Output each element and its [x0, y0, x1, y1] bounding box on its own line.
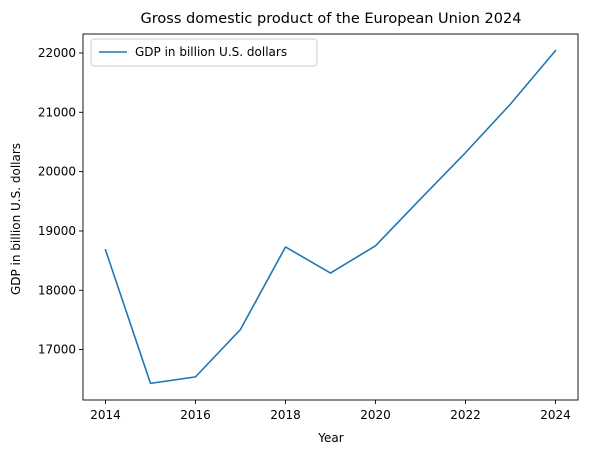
x-tick-label: 2020: [360, 408, 391, 422]
x-tick-label: 2014: [90, 408, 121, 422]
y-tick-label: 19000: [38, 224, 76, 238]
y-tick-label: 22000: [38, 46, 76, 60]
legend-box: [90, 38, 318, 67]
x-tick-label: 2022: [450, 408, 481, 422]
y-tick-label: 20000: [38, 165, 76, 179]
legend: GDP in billion U.S. dollars: [90, 38, 318, 67]
y-tick-label: 21000: [38, 105, 76, 119]
axes-frame: [82, 33, 579, 401]
x-tick-label: 2018: [270, 408, 301, 422]
y-tick-label: 18000: [38, 283, 76, 297]
y-axis-title: GDP in billion U.S. dollars: [9, 143, 23, 295]
series-line-0: [104, 49, 557, 385]
legend-label: GDP in billion U.S. dollars: [135, 45, 287, 59]
y-tick-label: 17000: [38, 343, 76, 357]
x-tick-label: 2016: [180, 408, 211, 422]
chart-title: Gross domestic product of the European U…: [141, 11, 522, 27]
x-tick-label: 2024: [540, 408, 571, 422]
plot-area: 2014 2016 2018 2020 2022 2024 17000 18000 19000 2…: [38, 33, 579, 422]
x-axis-title: Year: [317, 431, 343, 445]
